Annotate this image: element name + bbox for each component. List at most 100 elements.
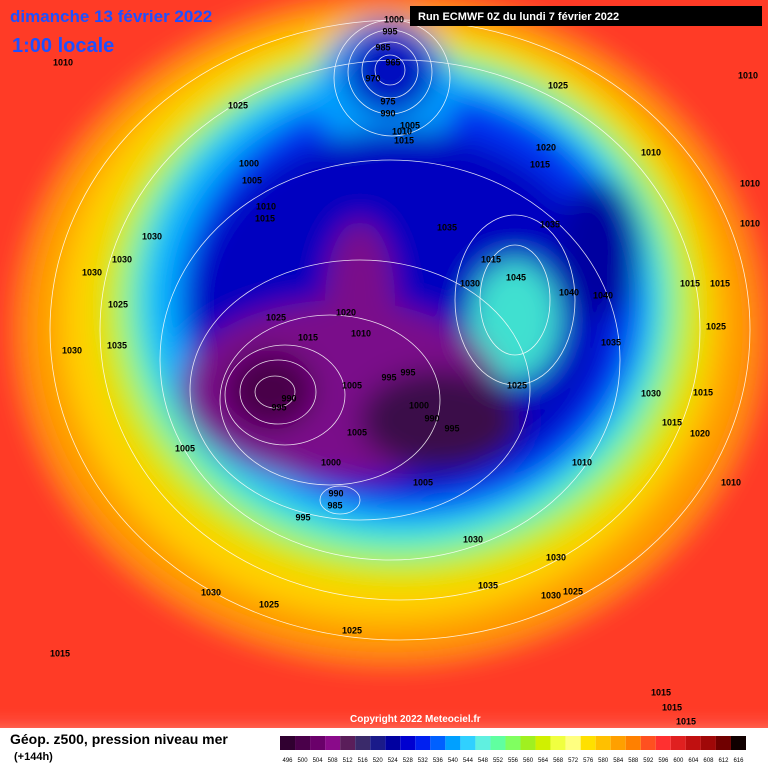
legend-tick-label: 552 [493,758,504,764]
product-title: Géop. z500, pression niveau mer [10,731,228,747]
legend-tick-label: 536 [433,758,444,764]
isobar-label: 1030 [82,267,102,277]
legend-swatch [550,736,566,750]
isobar-label: 1005 [342,380,362,390]
isobar-label: 985 [327,500,342,510]
legend-swatch [655,736,671,750]
legend-swatch [490,736,506,750]
legend-tick-label: 596 [658,758,669,764]
legend-swatch [595,736,611,750]
legend-swatch [370,736,386,750]
legend-swatch [700,736,716,750]
isobar-label: 1005 [175,443,195,453]
legend-swatch [715,736,731,750]
isobar-label: 1045 [506,272,526,282]
height-field [0,0,768,740]
isobar-label: 995 [382,26,397,36]
isobar-label: 1030 [62,345,82,355]
isobar-label: 975 [380,96,395,106]
isobar-label: 1005 [242,175,262,185]
isobar-label: 1025 [563,586,583,596]
legend-swatch [685,736,701,750]
isobar-label: 1025 [228,100,248,110]
isobar-label: 1035 [601,337,621,347]
isobar-label: 1010 [740,218,760,228]
legend-swatch [460,736,476,750]
legend-swatch [730,736,746,750]
isobar-label: 1025 [507,380,527,390]
legend-tick-label: 504 [313,758,324,764]
legend-tick-label: 516 [358,758,369,764]
isobar-label: 1030 [142,231,162,241]
isobar-label: 1015 [394,135,414,145]
run-banner [410,6,762,26]
isobar-label: 1015 [530,159,550,169]
isobar-labels: 1000995985965970975990100510101015101010… [50,14,760,726]
isobar-label: 1030 [541,590,561,600]
isobar-label: 965 [385,57,400,67]
isobar-label: 1005 [400,120,420,130]
legend-tick-label: 556 [508,758,519,764]
isobar-label: 1010 [53,57,73,67]
legend-tick-label: 580 [598,758,609,764]
isobar-label: 985 [375,42,390,52]
legend-swatch [415,736,431,750]
legend-tick-label: 528 [403,758,414,764]
isobar-label: 1035 [437,222,457,232]
isobar-label: 1015 [676,716,696,726]
legend-tick-label: 508 [328,758,339,764]
legend-swatch [325,736,341,750]
legend-tick-label: 608 [703,758,714,764]
isobar-label: 1015 [662,417,682,427]
legend-tick-label: 524 [388,758,399,764]
lead-time: (+144h) [14,751,53,763]
isobar-label: 995 [444,423,459,433]
isobars [49,19,751,641]
isobar-label: 990 [281,393,296,403]
isobar-label: 1005 [413,477,433,487]
isobar-label: 1015 [50,648,70,658]
isobar-label: 990 [380,108,395,118]
isobar-label: 1015 [710,278,730,288]
isobar-label: 1030 [463,534,483,544]
isobar-label: 1040 [559,287,579,297]
isobar-label: 995 [295,512,310,522]
isobar-label: 1010 [641,147,661,157]
isobar-label: 990 [328,488,343,498]
isobar-label: 1015 [651,687,671,697]
isobar-label: 1035 [107,340,127,350]
isobar-label: 1010 [738,70,758,80]
legend-swatch [445,736,461,750]
isobar-label: 1010 [740,178,760,188]
isobar-label: 1015 [693,387,713,397]
legend-tick-label: 576 [583,758,594,764]
forecast-date: dimanche 13 février 2022 [10,7,212,26]
isobar-label: 1015 [255,213,275,223]
legend-swatch [295,736,311,750]
isobar-label: 1025 [108,299,128,309]
legend-tick-label: 600 [673,758,684,764]
forecast-time: 1:00 locale [12,35,114,57]
legend-tick-label: 564 [538,758,549,764]
isobar-label: 1035 [478,580,498,590]
isobar-label: 1015 [680,278,700,288]
legend-swatch [580,736,596,750]
run-info: Run ECMWF 0Z du lundi 7 février 2022 [418,11,619,23]
isobar-label: 1010 [351,328,371,338]
isobar-label: 1010 [256,201,276,211]
isobar-label: 1005 [347,427,367,437]
isobar-label: 1010 [392,126,412,136]
legend-swatch [565,736,581,750]
isobar-label: 1000 [239,158,259,168]
legend-swatch [520,736,536,750]
legend-tick-label: 572 [568,758,579,764]
isobar-label: 1010 [572,457,592,467]
legend-tick-label: 584 [613,758,624,764]
isobar-label: 1015 [481,254,501,264]
legend-swatch [340,736,356,750]
legend-tick-label: 568 [553,758,564,764]
isobar-label: 1020 [536,142,556,152]
legend-swatch [385,736,401,750]
legend-tick-label: 520 [373,758,384,764]
